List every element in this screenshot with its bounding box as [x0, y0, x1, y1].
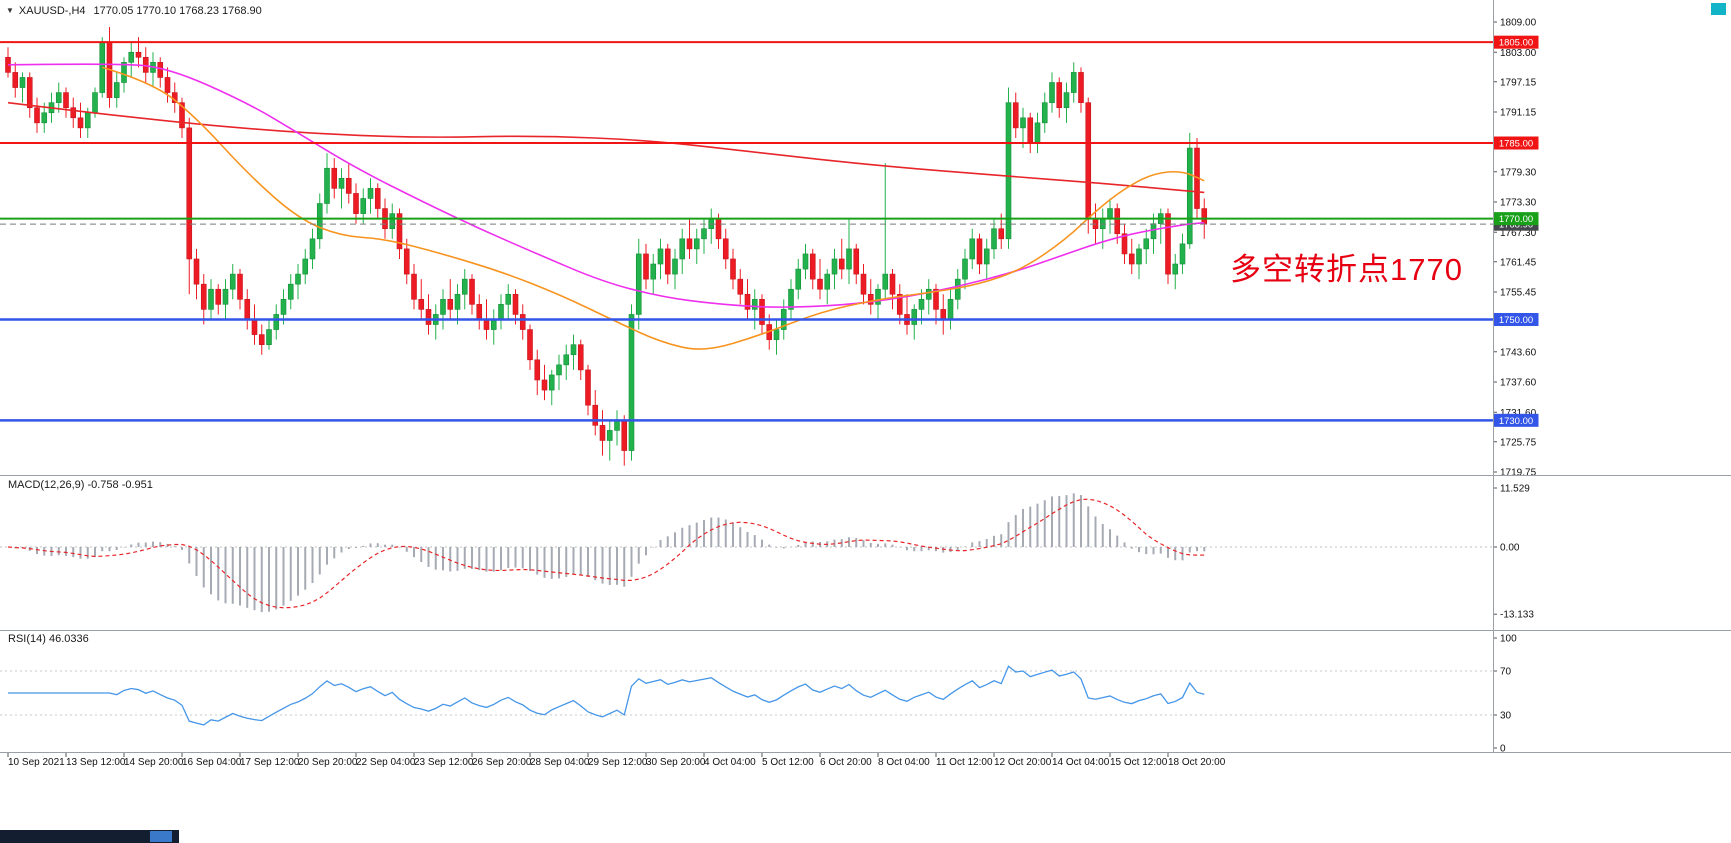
time-label: 14 Sep 20:00	[124, 757, 184, 768]
price-tick-label: 1809.00	[1500, 18, 1537, 29]
rsi-scale-label: 70	[1500, 667, 1512, 678]
rsi-scale-label: 100	[1500, 634, 1517, 645]
price-tick-label: 1743.60	[1500, 347, 1537, 358]
rsi-indicator-label: RSI(14) 46.0336	[8, 633, 89, 645]
chart-titlebar: ▼ XAUUSD-,H4 1770.05 1770.10 1768.23 1768.…	[6, 5, 262, 17]
ohlc-quotes: 1770.05 1770.10 1768.23 1768.90	[93, 5, 262, 17]
rsi-scale-label: 0	[1500, 744, 1506, 755]
time-label: 6 Oct 20:00	[820, 757, 872, 768]
price-badge-value: 1805.00	[1499, 38, 1533, 49]
time-label: 13 Sep 12:00	[66, 757, 126, 768]
ma-mid-magenta	[7, 63, 1205, 308]
price-badge-value: 1730.00	[1499, 416, 1533, 427]
time-label: 22 Sep 04:00	[356, 757, 416, 768]
price-tick-label: 1725.75	[1500, 437, 1537, 448]
time-label: 8 Oct 04:00	[878, 757, 930, 768]
time-label: 10 Sep 2021	[8, 757, 65, 768]
taskbar-fragment[interactable]	[0, 830, 179, 843]
time-label: 26 Sep 20:00	[472, 757, 532, 768]
time-label: 12 Oct 20:00	[994, 757, 1052, 768]
time-label: 5 Oct 12:00	[762, 757, 814, 768]
taskbar-app-icon[interactable]	[150, 831, 172, 842]
price-tick-label: 1767.30	[1500, 228, 1537, 239]
price-tick-label: 1797.15	[1500, 77, 1537, 88]
time-label: 23 Sep 12:00	[414, 757, 474, 768]
price-badge	[1493, 212, 1539, 226]
macd-scale-label: -13.133	[1500, 610, 1534, 621]
symbol-dropdown-icon[interactable]: ▼	[6, 6, 14, 15]
macd-panel	[0, 493, 1493, 613]
price-badge	[1493, 136, 1539, 150]
annotation-text: 多空转折点1770	[1230, 252, 1463, 287]
time-label: 30 Sep 20:00	[646, 757, 706, 768]
macd-signal-line	[7, 498, 1205, 609]
symbol-timeframe: XAUUSD-,H4	[18, 5, 86, 17]
price-tick-label: 1791.15	[1500, 108, 1537, 119]
price-tick-label: 1773.30	[1500, 198, 1537, 209]
price-tick-label: 1731.60	[1500, 408, 1537, 419]
price-tick-label: 1779.30	[1500, 167, 1537, 178]
rsi-scale-label: 30	[1500, 711, 1512, 722]
macd-indicator-label: MACD(12,26,9) -0.758 -0.951	[8, 479, 153, 491]
time-label: 11 Oct 12:00	[936, 757, 993, 768]
time-label: 29 Sep 12:00	[588, 757, 648, 768]
price-panel[interactable]	[0, 27, 1493, 466]
time-label: 18 Oct 20:00	[1168, 757, 1226, 768]
price-tick-label: 1719.75	[1500, 468, 1537, 479]
price-tick-label: 1755.45	[1500, 288, 1537, 299]
price-badge-value: 1770.00	[1499, 214, 1533, 225]
chart-corner-button[interactable]	[1711, 3, 1726, 15]
time-label: 4 Oct 04:00	[704, 757, 756, 768]
macd-scale-label: 11.529	[1500, 483, 1530, 494]
candles-layer	[5, 27, 1208, 466]
time-label: 16 Sep 04:00	[182, 757, 242, 768]
price-tick-label: 1761.45	[1500, 257, 1537, 268]
price-badge	[1493, 312, 1539, 326]
price-tick-label: 1737.60	[1500, 378, 1537, 389]
price-badge	[1493, 35, 1539, 49]
ma-fast-orange	[102, 66, 1205, 350]
time-label: 28 Sep 04:00	[530, 757, 590, 768]
macd-scale-label: 0.00	[1500, 543, 1520, 554]
price-badge	[1493, 413, 1539, 427]
time-label: 20 Sep 20:00	[298, 757, 358, 768]
price-axis[interactable]: 1809.00 1803.00 1797.15 1791.15 1779.30 1773.…	[1493, 18, 1539, 755]
price-tick-label: 1803.00	[1500, 48, 1537, 59]
rsi-panel	[0, 665, 1493, 726]
price-badge-value: 1785.00	[1499, 139, 1533, 150]
price-badge-value: 1750.00	[1499, 315, 1533, 326]
rsi-line	[8, 665, 1205, 726]
time-label: 17 Sep 12:00	[240, 757, 300, 768]
ma-slow-red	[7, 101, 1205, 194]
price-badge-value: 1768.90	[1499, 220, 1533, 231]
time-label: 14 Oct 04:00	[1052, 757, 1110, 768]
time-label: 15 Oct 12:00	[1110, 757, 1168, 768]
macd-histogram	[14, 493, 1206, 613]
